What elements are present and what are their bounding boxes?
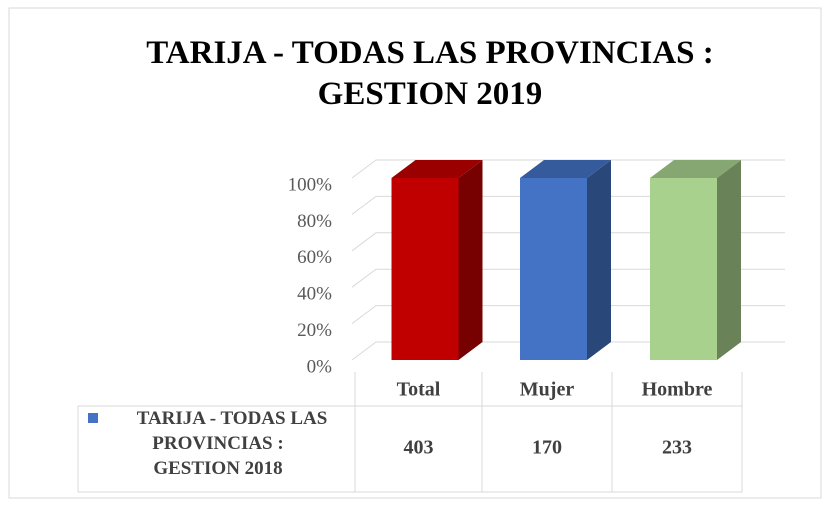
legend-label: TARIJA - TODAS LAS PROVINCIAS : GESTION 20…: [137, 408, 328, 479]
y-tick-label: 60%: [297, 247, 332, 268]
y-tick-label: 80%: [297, 211, 332, 232]
bar: [520, 160, 611, 360]
x-tick-label: Total: [397, 379, 441, 401]
grid-line: [351, 305, 785, 325]
x-tick-label: Hombre: [642, 379, 713, 401]
bar-front: [391, 178, 459, 360]
grid-line: [351, 268, 785, 288]
bar: [650, 160, 741, 360]
bar-front: [650, 178, 717, 360]
bar-top: [391, 160, 483, 178]
bar-front: [520, 178, 587, 360]
grid-line: [351, 195, 785, 215]
x-tick-label: Mujer: [520, 379, 575, 401]
data-table-value: 403: [404, 437, 434, 459]
bar-side: [587, 160, 611, 360]
legend-swatch: [88, 413, 98, 423]
bar-side: [458, 160, 483, 360]
chart-title: TARIJA - TODAS LAS PROVINCIAS : GESTION 2…: [146, 35, 714, 112]
bar: [391, 160, 483, 360]
bar-side: [717, 160, 741, 360]
grid-line: [351, 159, 785, 179]
data-table-value: 170: [532, 437, 562, 459]
y-tick-label: 0%: [307, 356, 333, 377]
y-tick-label: 100%: [288, 174, 333, 195]
y-tick-label: 40%: [297, 284, 332, 305]
data-table-value: 233: [662, 437, 692, 459]
bar-top: [650, 160, 741, 178]
grid-line: [351, 232, 785, 252]
y-tick-label: 20%: [297, 320, 332, 341]
bar-top: [520, 160, 611, 178]
grid-line: [351, 341, 785, 361]
